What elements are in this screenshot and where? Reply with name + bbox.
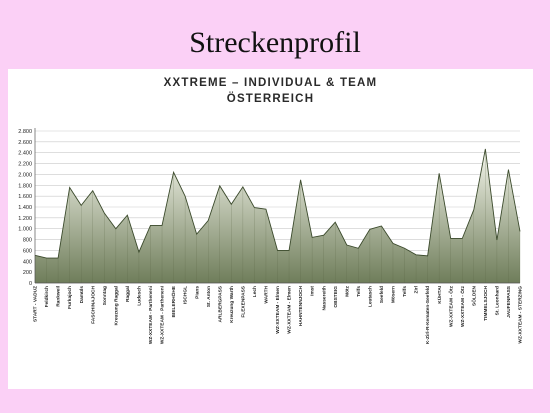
x-tick-label: St. Anton: [206, 286, 212, 307]
y-tick-label: 2.600: [18, 140, 32, 146]
x-tick-label: Kreuzung Raggal: [113, 286, 119, 325]
x-tick-label: Telfs: [402, 286, 408, 297]
x-tick-label: JAUFENPASS: [506, 285, 512, 318]
x-tick-label: WZ-XXTEAM - Partheneni: [160, 286, 166, 344]
y-tick-label: 1.400: [18, 205, 32, 211]
elevation-chart: 0 200 400 600 800 1.000 1.200 1.400 1.600 1.800 2.…: [18, 128, 524, 344]
x-tick-label: Nassereith: [321, 286, 327, 311]
y-tick-label: 2.200: [18, 162, 32, 168]
x-tick-label: Raggal: [125, 286, 131, 302]
y-tick-label: 2.000: [18, 172, 32, 178]
x-tick-label: WZ-XXTEAM - Elmen: [287, 286, 293, 334]
x-tick-label: Lech: [252, 286, 258, 297]
x-tick-label: KÜHTAI: [436, 285, 443, 303]
y-tick-label: 600: [23, 248, 32, 254]
x-tick-label: Damüls: [79, 286, 85, 304]
x-tick-label: Furkajoch: [67, 286, 73, 309]
x-tick-label: K-Zirl-R-Kematen-Seefeld: [425, 286, 431, 344]
x-tick-label: Zirl: [414, 286, 420, 293]
chart-panel: XXTREME – INDIVIDUAL & TEAM ÖSTERREICH 0…: [8, 69, 533, 389]
x-tick-label: Telfs: [356, 286, 362, 297]
x-tick-label: Mösern: [391, 286, 397, 303]
x-tick-label: ISCHGL: [183, 286, 189, 304]
x-tick-label: WZ-XXTEAM - STERZING: [518, 286, 524, 344]
x-tick-label: WZ-XXTEAM - Ötz: [459, 285, 466, 327]
x-tick-label: START - VADUZ: [33, 286, 39, 322]
x-tick-label: WARTH: [264, 285, 270, 303]
x-tick-label: ARLBERGPASS: [217, 285, 223, 322]
x-tick-label: WZ-XXTEAM - Elmen: [275, 286, 281, 334]
x-tick-label: Ludesch: [137, 286, 143, 306]
x-tick-label: Feldkirch: [44, 286, 50, 307]
x-tick-label: SÖLDEN: [470, 285, 477, 306]
y-tick-label: 800: [23, 238, 32, 244]
x-tick-label: St. Leonhard: [495, 286, 501, 315]
x-tick-label: Pians: [194, 286, 200, 299]
x-tick-label: Kreuzung Warth: [229, 286, 235, 323]
chart-title: XXTREME – INDIVIDUAL & TEAM: [163, 77, 378, 89]
y-tick-label: 200: [23, 270, 32, 276]
x-tick-label: TIMMELSJOCH: [483, 285, 489, 320]
x-tick-label: Rankweil: [56, 286, 62, 307]
x-tick-label: HAHNTENNJOCH: [298, 285, 304, 326]
y-tick-label: 1.200: [18, 216, 32, 222]
x-tick-label: Sonntag: [102, 286, 108, 305]
y-tick-label: 1.800: [18, 183, 32, 189]
x-tick-label: WZ-XXTEAM - Ötz: [447, 285, 454, 327]
x-tick-label: FLEXENPASS: [240, 285, 246, 317]
x-tick-label: Imst: [310, 286, 316, 296]
x-tick-label: FASCHINAJOCH: [90, 285, 96, 323]
y-tick-label: 2.800: [18, 129, 32, 135]
x-tick-label: OBSTEIG: [333, 286, 339, 308]
elevation-area: [35, 148, 520, 283]
x-tick-label: Seefeld: [379, 286, 385, 303]
chart-subtitle: ÖSTERREICH: [226, 93, 315, 105]
x-tick-label: Leutasch: [367, 286, 373, 307]
slide-title: Streckenprofil: [189, 26, 361, 59]
x-tick-label: BIELERHÖHE: [170, 285, 177, 317]
x-tick-label: Mötz: [344, 285, 350, 297]
y-tick-label: 1.000: [18, 227, 32, 233]
y-tick-label: 1.600: [18, 194, 32, 200]
y-tick-label: 2.400: [18, 151, 32, 157]
y-tick-label: 400: [23, 259, 32, 265]
x-tick-label: WZ-XXTEAM - Partheneni: [148, 286, 154, 344]
y-tick-label: 0: [29, 281, 32, 287]
